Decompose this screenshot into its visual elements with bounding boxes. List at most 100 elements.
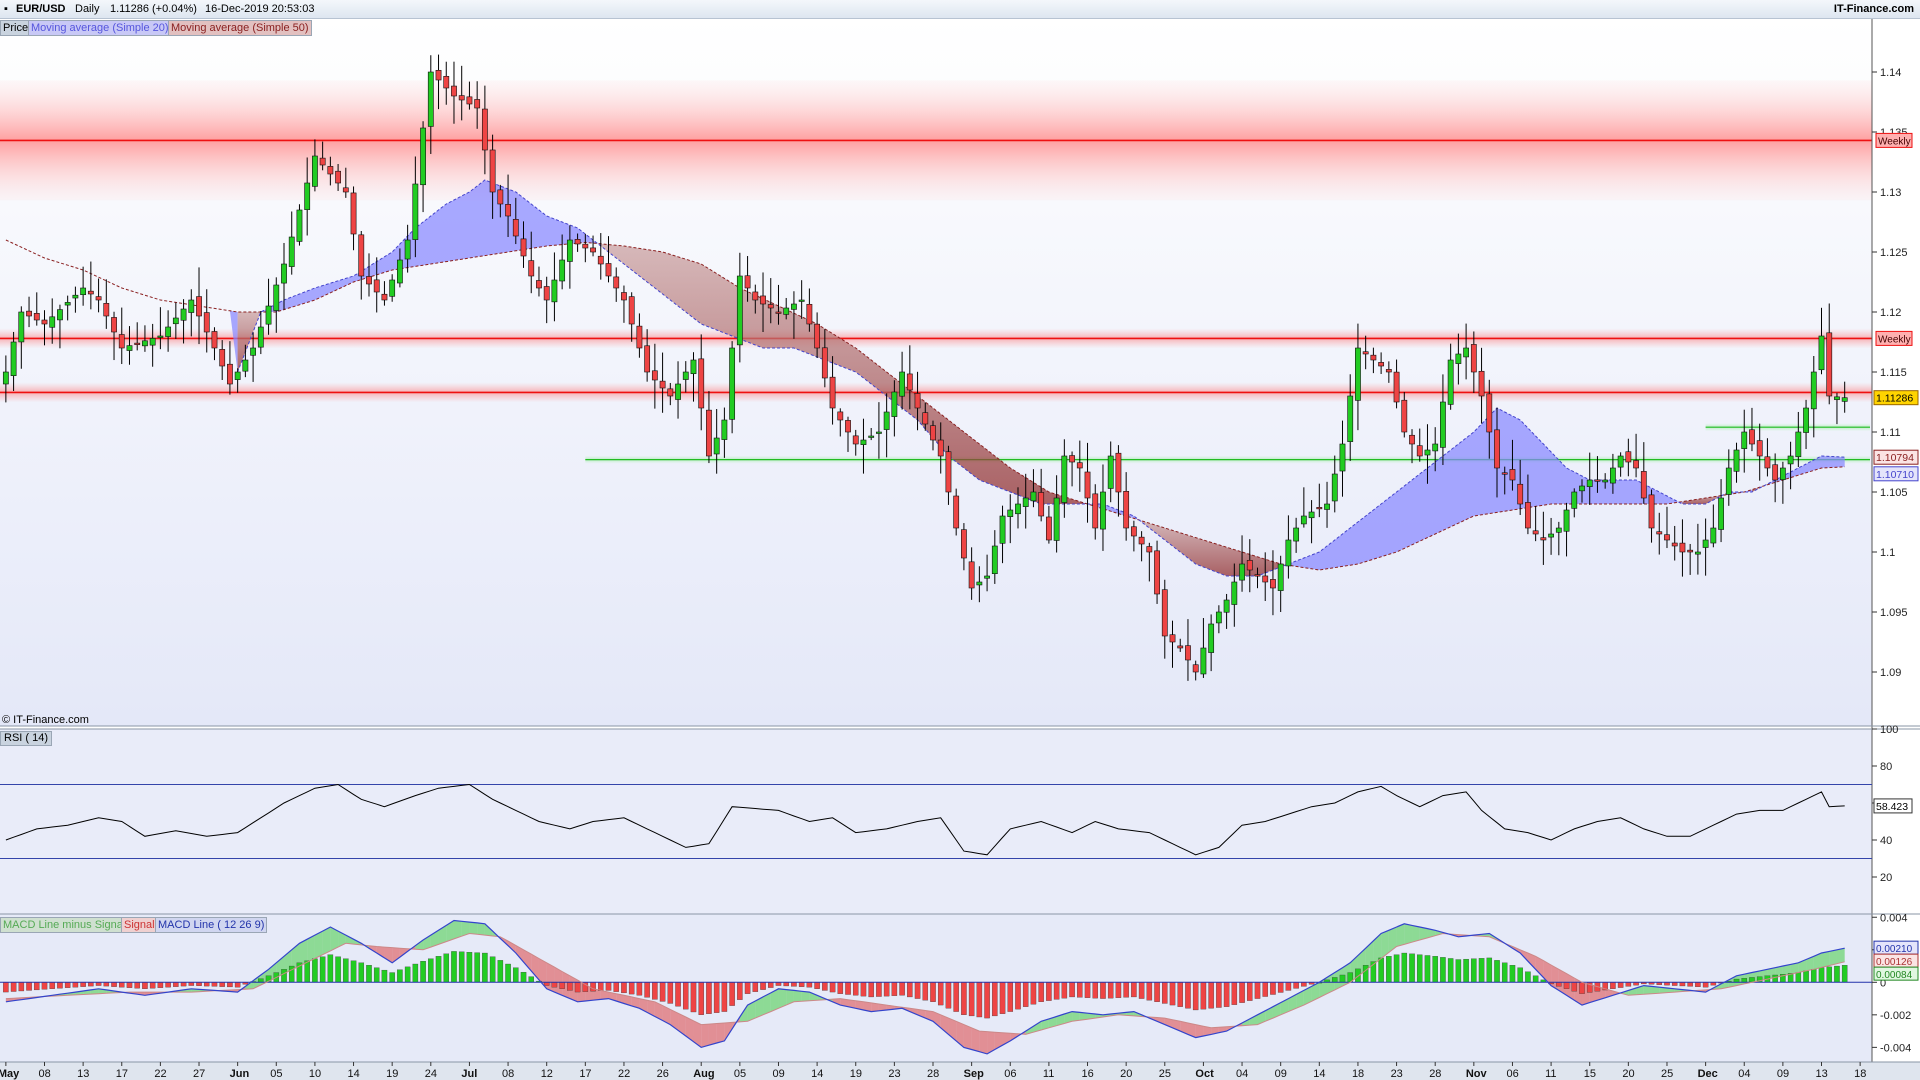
macd-hist-bar: [1332, 977, 1338, 983]
macd-cloud-segment: [662, 1005, 671, 1025]
macd-cloud-segment: [1404, 923, 1413, 945]
candle: [1826, 332, 1833, 397]
candle: [412, 183, 419, 240]
macd-hist-bar: [49, 982, 55, 989]
candle: [481, 108, 488, 151]
candle: [991, 545, 998, 574]
candle: [582, 243, 589, 249]
candle: [1161, 589, 1168, 637]
macd-hist-bar: [1192, 982, 1199, 1011]
candle: [1795, 431, 1802, 458]
rsi-tag[interactable]: RSI ( 14): [0, 731, 53, 746]
macd-hist-bar: [319, 956, 326, 983]
macd-hist-bar: [1077, 982, 1083, 998]
candle: [18, 311, 25, 343]
candle: [451, 85, 457, 97]
macd-hist-bar: [574, 982, 581, 993]
macd-cloud-segment: [1836, 948, 1845, 964]
macd-value-label: 0.00210: [1876, 944, 1913, 955]
price-tick-label: 1.12: [1880, 307, 1901, 319]
legend-macd-signal[interactable]: Signal: [121, 917, 158, 933]
legend-macd-line[interactable]: MACD Line ( 12 26 9): [155, 917, 268, 933]
candle: [1478, 370, 1485, 397]
date-tick-label: 19: [850, 1068, 862, 1080]
date-tick-label: 13: [1816, 1068, 1828, 1080]
macd-hist-bar: [412, 963, 419, 983]
candle: [559, 259, 566, 282]
macd-hist-bar: [1741, 978, 1747, 983]
macd-hist-bar: [683, 982, 689, 1010]
macd-hist-bar: [381, 969, 388, 983]
macd-hist-bar: [1293, 982, 1299, 989]
candle: [821, 347, 828, 379]
macd-hist-bar: [690, 982, 697, 1013]
macd-hist-bar: [852, 982, 859, 996]
macd-cloud-segment: [1249, 1014, 1258, 1026]
macd-cloud-segment: [1396, 923, 1405, 947]
ma20-line: [237, 179, 1845, 577]
macd-cloud-segment: [933, 1011, 941, 1028]
candle: [543, 286, 550, 301]
macd-cloud-segment: [863, 1001, 872, 1012]
legend-price[interactable]: Price: [0, 20, 32, 36]
macd-cloud-segment: [778, 988, 787, 1009]
macd-hist-bar: [88, 982, 94, 987]
legend-ma50[interactable]: Moving average (Simple 50): [168, 20, 312, 36]
date-tick-label: 04: [1738, 1068, 1750, 1080]
macd-hist-bar: [1471, 958, 1477, 983]
macd-cloud-segment: [562, 971, 570, 999]
date-tick-label: 26: [657, 1068, 669, 1080]
macd-hist-bar: [1247, 982, 1253, 1001]
macd-hist-bar: [652, 982, 658, 1000]
candle: [1022, 497, 1029, 507]
candle: [1015, 503, 1021, 515]
legend-ma20[interactable]: Moving average (Simple 20): [28, 20, 172, 36]
candle: [574, 239, 581, 245]
candle: [1540, 537, 1547, 541]
candle: [1432, 443, 1439, 452]
symbol-label: EUR/USD: [16, 3, 66, 15]
macd-cloud-segment: [1806, 956, 1814, 971]
macd-hist-bar: [1146, 982, 1153, 1001]
candle: [1772, 464, 1779, 481]
price-tick-label: 1.115: [1880, 367, 1907, 379]
candle: [628, 296, 635, 325]
candle: [165, 326, 172, 337]
macd-hist-bar: [1401, 952, 1408, 983]
macd-hist-bar: [1841, 965, 1848, 983]
candle: [1409, 434, 1415, 445]
candle: [1517, 483, 1524, 505]
macd-hist-bar: [111, 982, 117, 987]
legend-macd-hist[interactable]: MACD Line minus Signal: [0, 917, 129, 933]
candle: [845, 420, 851, 433]
macd-hist-bar: [57, 982, 63, 989]
macd-hist-bar: [1571, 982, 1578, 992]
ma50-line: [5, 239, 1845, 571]
candle: [219, 349, 226, 367]
candle: [1494, 429, 1500, 469]
x-axis-bg: [0, 1062, 1920, 1080]
macd-hist-bar: [590, 982, 596, 992]
macd-cloud-segment: [917, 1009, 926, 1019]
macd-hist-bar: [1270, 982, 1276, 995]
macd-hist-bar: [358, 962, 365, 983]
candle: [729, 347, 736, 420]
macd-hist-bar: [219, 982, 225, 987]
macd-hist-bar: [34, 982, 40, 991]
candle: [1841, 397, 1848, 402]
date-tick-label: 27: [193, 1068, 205, 1080]
macd-hist-bar: [659, 982, 666, 1002]
macd-hist-bar: [513, 967, 519, 983]
macd-hist-bar: [729, 982, 735, 1006]
candle: [736, 275, 743, 346]
candle: [1084, 471, 1091, 499]
macd-hist-bar: [1254, 982, 1261, 999]
macd-cloud-segment: [871, 1002, 879, 1012]
macd-hist-bar: [482, 952, 488, 983]
macd-hist-bar: [968, 982, 975, 1017]
macd-hist-bar: [1834, 965, 1840, 983]
candle: [1710, 527, 1717, 544]
candle: [1130, 526, 1137, 537]
macd-cloud-segment: [314, 931, 323, 959]
